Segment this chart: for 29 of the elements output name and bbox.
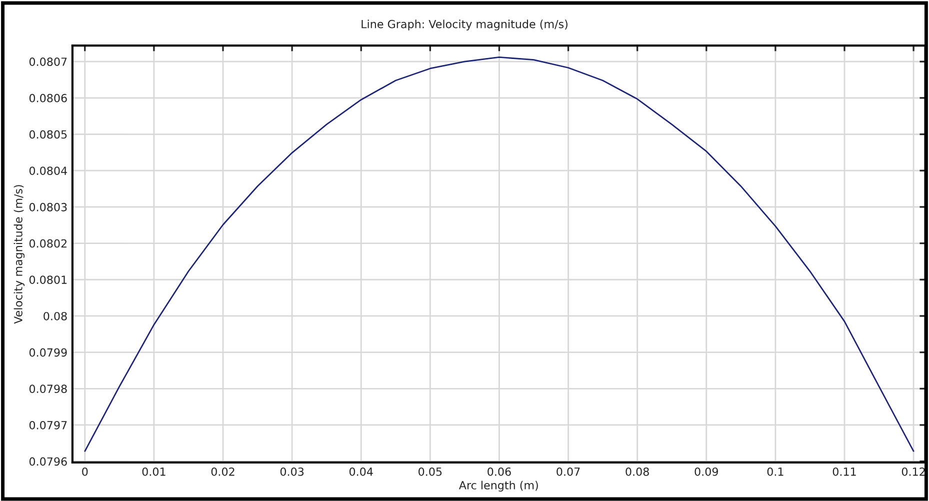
x-tick-label: 0.09	[694, 467, 718, 476]
y-tick-label: 0.0804	[29, 166, 67, 175]
y-tick-label: 0.0799	[29, 348, 67, 357]
y-tick-label: 0.0806	[29, 94, 67, 102]
x-tick-label: 0.11	[832, 467, 856, 476]
x-tick-label: 0.07	[556, 467, 580, 476]
x-tick-label: 0.04	[349, 467, 373, 476]
x-tick-label: 0.06	[488, 467, 511, 476]
x-tick-label: 0.03	[280, 467, 304, 476]
y-tick-label: 0.0803	[29, 202, 67, 212]
x-tick-label: 0.05	[418, 467, 442, 476]
y-tick-label: 0.0796	[29, 457, 67, 466]
x-tick-label: 0.02	[211, 467, 234, 476]
x-tick-label: 0.01	[142, 467, 166, 476]
y-tick-label: 0.0802	[29, 239, 66, 248]
x-tick-label: 0.12	[902, 467, 925, 476]
y-axis-title: Velocity magnitude (m/s)	[14, 185, 25, 324]
y-tick-label: 0.0805	[29, 130, 67, 139]
chart-title: Line Graph: Velocity magnitude (m/s)	[362, 20, 568, 30]
y-tick-label: 0.0797	[29, 420, 67, 430]
y-tick-label: 0.08	[44, 312, 67, 320]
y-tick-label: 0.0801	[29, 276, 67, 284]
x-tick-label: 0.08	[626, 467, 649, 476]
y-tick-label: 0.0807	[29, 58, 67, 66]
line-series	[84, 56, 914, 452]
x-tick-label: 0	[82, 467, 88, 476]
x-axis-title: Arc length (m)	[458, 480, 538, 492]
x-tick-label: 0.1	[767, 467, 784, 476]
y-tick-label: 0.0798	[29, 384, 67, 394]
